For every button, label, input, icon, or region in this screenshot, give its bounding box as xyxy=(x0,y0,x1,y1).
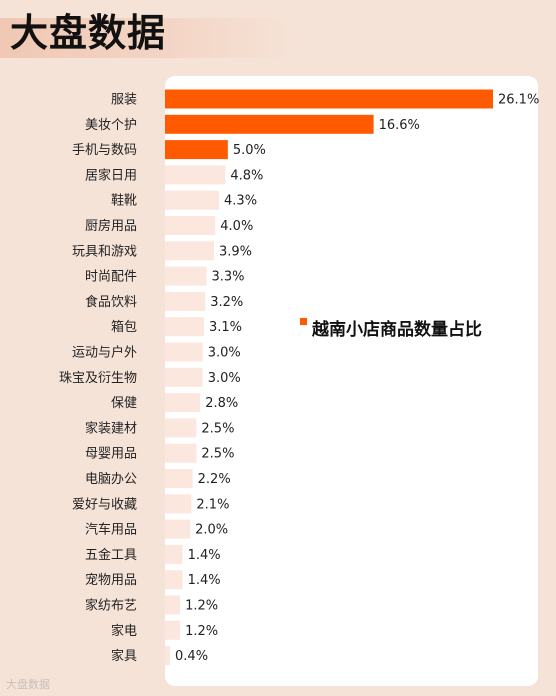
value-label: 3.0% xyxy=(208,346,241,361)
bar-运动与户外 xyxy=(165,342,203,362)
category-label: 五金工具 xyxy=(85,547,137,563)
watermark: 大盘数据 xyxy=(6,678,50,691)
value-label: 2.1% xyxy=(196,497,229,512)
category-label: 珠宝及衍生物 xyxy=(59,371,137,386)
bar-厨房用品 xyxy=(165,216,216,235)
bar-家纺布艺 xyxy=(165,595,181,615)
value-label: 2.2% xyxy=(198,472,231,487)
value-label: 1.4% xyxy=(188,573,221,588)
value-label: 0.4% xyxy=(175,649,208,664)
value-label: 26.1% xyxy=(498,93,539,108)
bar-母婴用品 xyxy=(165,443,197,463)
category-label: 爱好与收藏 xyxy=(72,497,137,512)
bar-宠物用品 xyxy=(165,570,183,590)
value-label: 3.1% xyxy=(209,320,242,335)
category-label: 母婴用品 xyxy=(85,447,137,462)
category-label: 运动与户外 xyxy=(72,345,137,361)
legend-swatch xyxy=(300,318,307,325)
value-label: 3.3% xyxy=(211,270,244,285)
value-label: 4.0% xyxy=(220,219,253,234)
category-label: 玩具和游戏 xyxy=(72,244,137,259)
category-label: 宠物用品 xyxy=(85,572,137,588)
value-label: 1.4% xyxy=(188,548,221,563)
category-label: 家具 xyxy=(111,648,137,664)
category-label: 食品饮料 xyxy=(85,294,137,310)
bar-服装 xyxy=(165,89,493,109)
bar-家具 xyxy=(165,646,171,666)
value-label: 5.0% xyxy=(233,143,266,158)
value-label: 4.3% xyxy=(224,194,257,209)
legend-label: 越南小店商品数量占比 xyxy=(312,320,482,340)
bar-爱好与收藏 xyxy=(165,494,192,514)
category-label: 汽车用品 xyxy=(85,522,137,538)
chart-legend: 越南小店商品数量占比 xyxy=(300,315,482,340)
value-label: 1.2% xyxy=(185,599,218,614)
category-label: 美妆个护 xyxy=(85,118,137,133)
value-label: 2.0% xyxy=(195,523,228,538)
bar-时尚配件 xyxy=(165,266,207,286)
bar-手机与数码 xyxy=(165,140,228,160)
bar-居家日用 xyxy=(165,165,226,185)
title-highlight xyxy=(0,18,300,58)
page-title: 大盘数据 xyxy=(10,11,167,55)
bar-家电 xyxy=(165,620,181,640)
category-label: 电脑办公 xyxy=(85,472,137,487)
category-label: 时尚配件 xyxy=(85,270,137,285)
bar-食品饮料 xyxy=(165,291,206,311)
category-label: 家电 xyxy=(111,623,137,639)
bar-珠宝及衍生物 xyxy=(165,367,203,387)
value-label: 2.5% xyxy=(201,447,234,462)
value-label: 4.8% xyxy=(230,168,263,183)
category-label: 手机与数码 xyxy=(72,143,137,158)
bar-电脑办公 xyxy=(165,469,193,488)
bar-鞋靴 xyxy=(165,190,220,210)
value-label: 2.5% xyxy=(201,421,234,436)
value-label: 16.6% xyxy=(379,118,420,133)
category-label: 保健 xyxy=(111,396,137,411)
chart-panel xyxy=(165,76,538,686)
value-label: 1.2% xyxy=(185,624,218,639)
bar-五金工具 xyxy=(165,544,183,564)
category-label: 鞋靴 xyxy=(111,193,137,209)
bar-玩具和游戏 xyxy=(165,241,215,261)
value-label: 3.9% xyxy=(219,244,252,259)
category-label: 箱包 xyxy=(111,319,137,335)
bar-保健 xyxy=(165,393,201,413)
value-label: 3.2% xyxy=(210,295,243,310)
bar-汽车用品 xyxy=(165,519,191,539)
category-label: 服装 xyxy=(111,93,137,108)
category-label: 居家日用 xyxy=(85,167,137,183)
bar-箱包 xyxy=(165,317,204,337)
bar-家装建材 xyxy=(165,418,197,438)
value-label: 2.8% xyxy=(205,396,238,411)
value-label: 3.0% xyxy=(208,371,241,386)
category-label: 家装建材 xyxy=(85,420,137,436)
bar-美妆个护 xyxy=(165,114,374,134)
category-label: 家纺布艺 xyxy=(85,598,137,614)
category-label: 厨房用品 xyxy=(85,218,137,234)
